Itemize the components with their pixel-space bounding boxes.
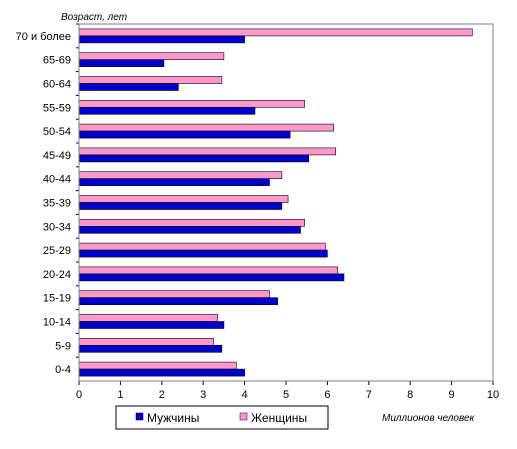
bar-men-40-44	[78, 178, 270, 186]
bar-women-15-19	[78, 290, 270, 299]
bar-women-35-39	[78, 195, 289, 203]
bar-men-25-29	[78, 249, 328, 258]
x-tick-label: 4	[242, 389, 248, 401]
category-label: 60-64	[43, 79, 71, 91]
bar-men-20-24	[78, 273, 345, 282]
category-label: 30-34	[43, 221, 71, 233]
x-axis-title: Миллионов человек	[382, 413, 476, 424]
bar-men-70-и-более	[78, 35, 245, 44]
bar-men-30-34	[78, 226, 301, 234]
bar-men-5-9	[78, 344, 223, 353]
category-label: 45-49	[43, 150, 71, 162]
category-label: 0-4	[55, 364, 71, 376]
category-label: 35-39	[43, 198, 71, 210]
x-tick-label: 3	[200, 389, 206, 401]
bars-layer	[76, 23, 493, 382]
plot-frame	[78, 23, 494, 382]
x-tick-label: 5	[283, 389, 289, 401]
x-tick-label: 2	[159, 389, 165, 401]
category-label: 50-54	[43, 126, 71, 138]
legend-box	[115, 405, 329, 430]
category-label: 40-44	[43, 174, 71, 186]
bar-women-5-9	[78, 337, 214, 346]
category-label: 25-29	[43, 245, 71, 257]
bar-men-10-14	[78, 321, 225, 329]
bar-men-60-64	[78, 83, 179, 91]
bar-men-65-69	[78, 59, 165, 68]
x-tick-label: 6	[324, 389, 330, 401]
y-axis-title: Возраст, лет	[61, 12, 127, 23]
bar-men-55-59	[78, 107, 256, 115]
bar-women-30-34	[78, 219, 305, 227]
bar-women-65-69	[78, 52, 225, 61]
bar-men-50-54	[78, 130, 291, 139]
category-label: 65-69	[43, 55, 71, 67]
category-label: 15-19	[43, 293, 71, 305]
category-label: 20-24	[43, 269, 71, 281]
bar-women-45-49	[78, 147, 336, 156]
x-tick-label: 1	[117, 389, 123, 401]
bar-women-40-44	[78, 171, 283, 179]
x-ticks: 0 1 2 3 4 5 6 7 8 9 10	[76, 381, 499, 401]
legend: Мужчины Женщины	[115, 405, 329, 430]
bar-men-15-19	[78, 297, 279, 306]
bar-women-25-29	[78, 242, 326, 251]
bar-women-55-59	[78, 100, 305, 108]
x-tick-label: 0	[76, 389, 82, 401]
category-label: 55-59	[43, 102, 71, 114]
bar-men-0-4	[78, 368, 245, 377]
bar-women-0-4	[78, 361, 237, 370]
bar-women-50-54	[78, 123, 334, 132]
legend-label-men: Мужчины	[147, 411, 199, 425]
category-label: 10-14	[43, 317, 71, 329]
x-tick-label: 8	[407, 389, 413, 401]
bar-women-20-24	[78, 266, 339, 275]
category-label: 5-9	[55, 340, 71, 352]
category-labels: 70 и более 65-69 60-64 55-59 50-54 45-49 40-44…	[16, 31, 71, 376]
bar-women-60-64	[78, 76, 223, 84]
bar-women-70-и-более	[78, 28, 473, 37]
category-label: 70 и более	[16, 31, 71, 43]
bar-men-45-49	[78, 154, 310, 163]
x-tick-label: 10	[487, 389, 499, 401]
legend-swatch-men	[135, 412, 144, 421]
x-tick-label: 7	[366, 389, 372, 401]
x-tick-label: 9	[449, 389, 455, 401]
legend-label-women: Женщины	[251, 411, 307, 425]
legend-swatch-women	[239, 412, 248, 421]
bar-women-10-14	[78, 314, 218, 322]
bar-men-35-39	[78, 202, 283, 210]
